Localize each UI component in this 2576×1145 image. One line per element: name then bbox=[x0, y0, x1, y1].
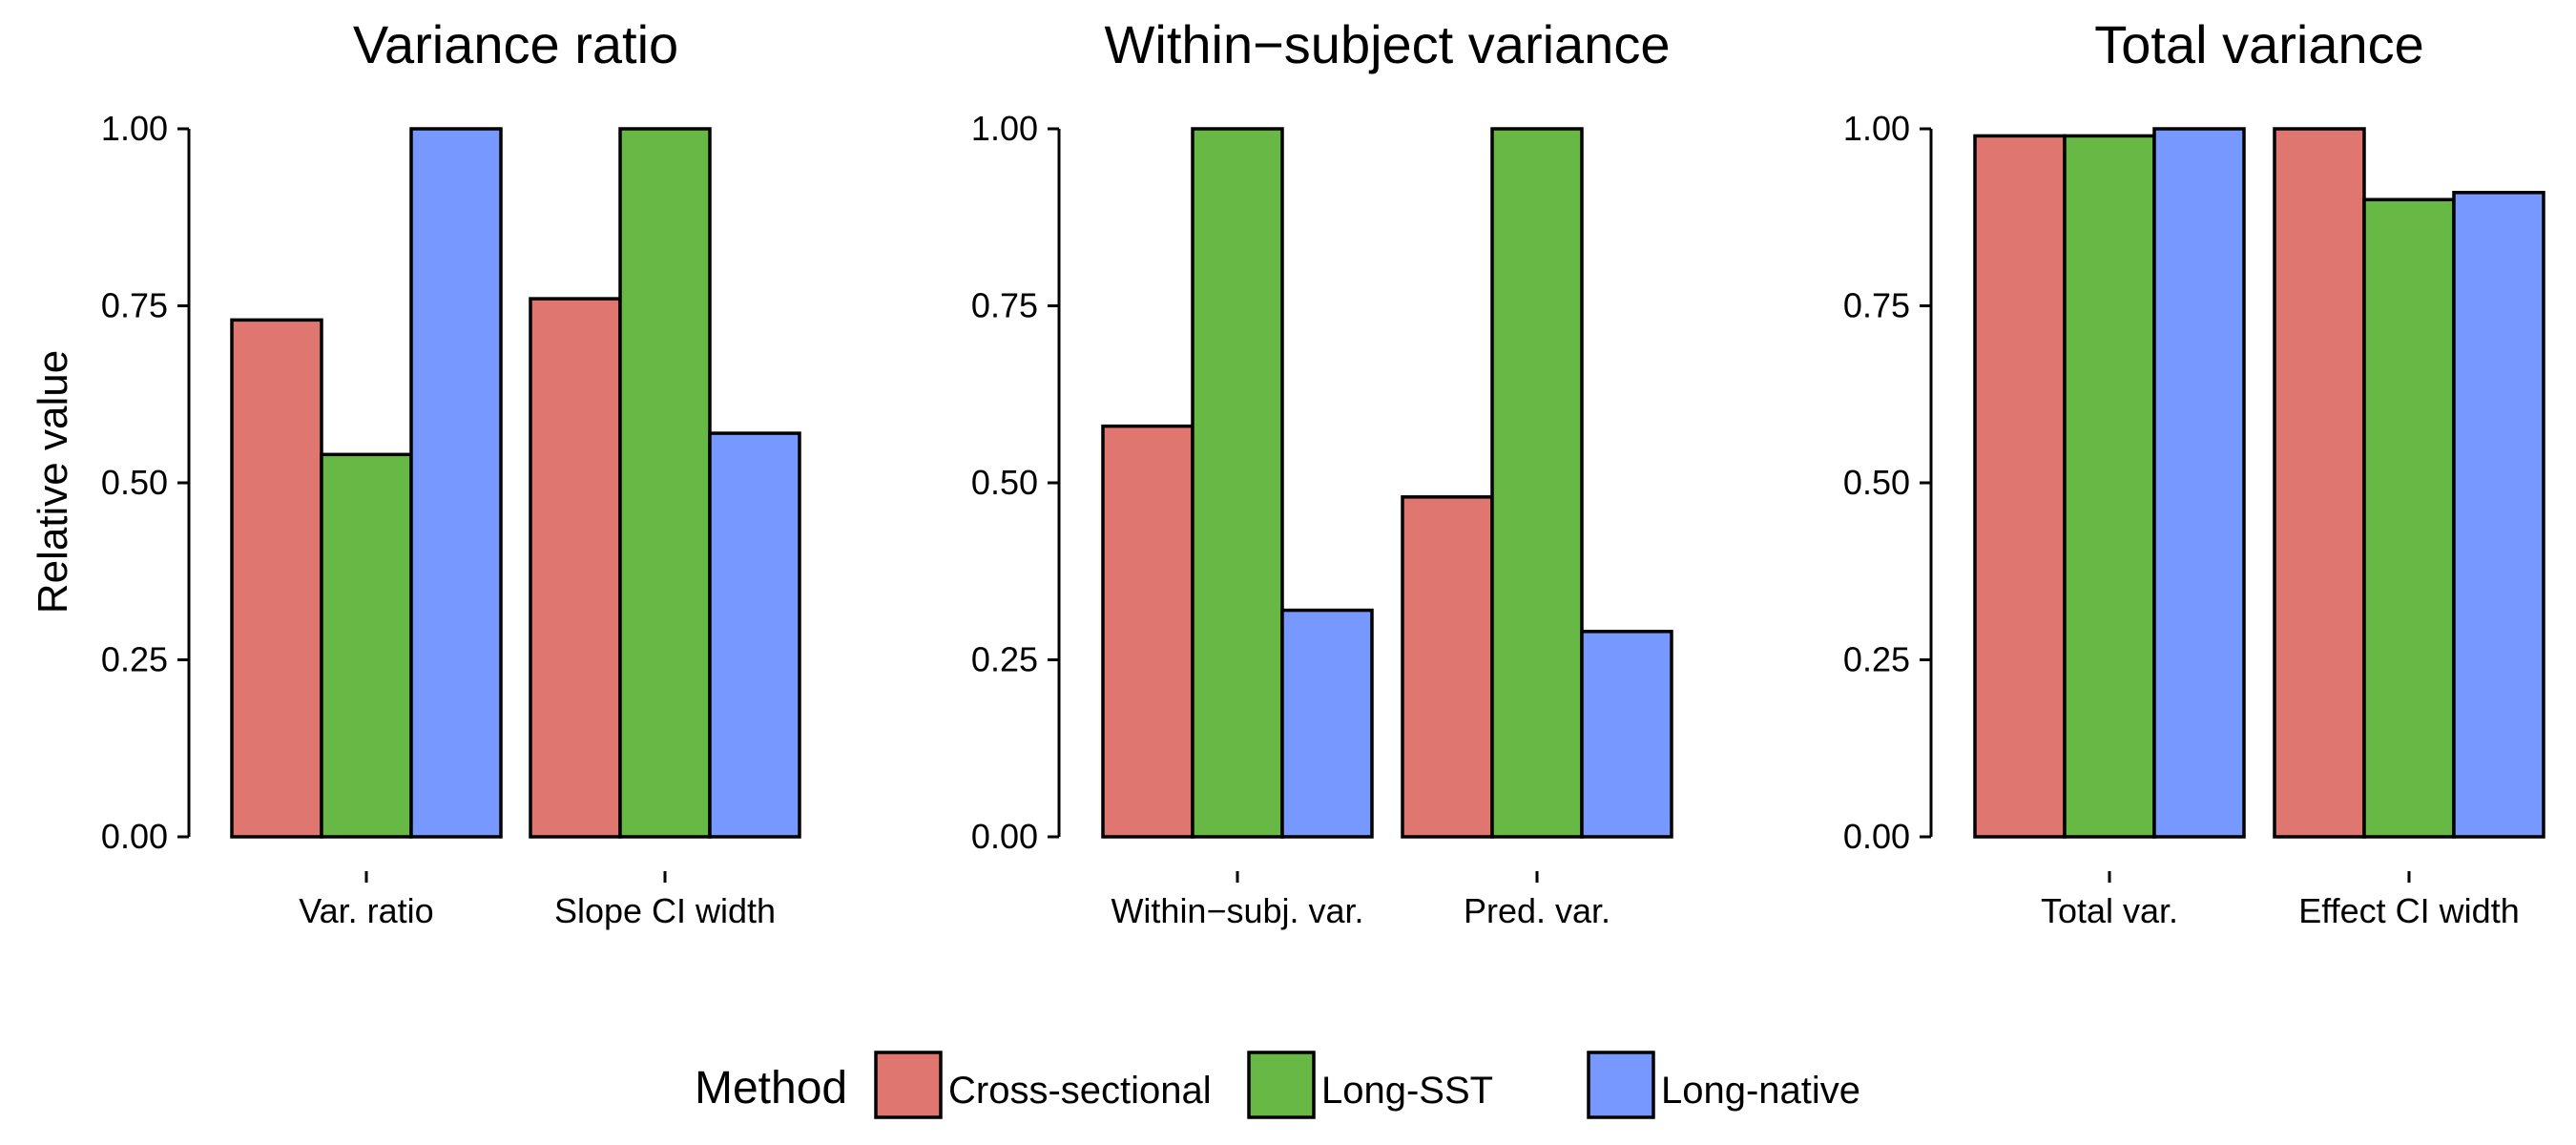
panel-title: Variance ratio bbox=[353, 14, 678, 74]
bar-cross-sectional bbox=[2273, 127, 2366, 839]
y-tick-label: 0.50 bbox=[1843, 463, 1910, 502]
legend-swatch bbox=[1587, 1051, 1655, 1119]
y-tick-label: 0.75 bbox=[971, 286, 1038, 325]
bar-cross-sectional bbox=[529, 297, 622, 839]
panel-2: Within−subject variance 0.00 0.25 0.50 0.75 1… bbox=[971, 14, 1673, 930]
x-tick-label: Total var. bbox=[2041, 891, 2178, 930]
bar-long-native bbox=[1280, 608, 1374, 839]
bar-long-sst bbox=[2362, 198, 2456, 839]
y-tick-label: 0.75 bbox=[101, 286, 168, 325]
y-tick-label: 0.00 bbox=[971, 817, 1038, 856]
y-tick-label: 0.75 bbox=[1843, 286, 1910, 325]
y-axis-label: Relative value bbox=[30, 350, 76, 614]
legend-swatch bbox=[874, 1051, 943, 1119]
legend-title: Method bbox=[695, 1063, 847, 1114]
legend-label: Cross-sectional bbox=[948, 1070, 1212, 1112]
y-tick-label: 0.25 bbox=[101, 640, 168, 679]
legend-item: Long-native bbox=[1587, 1051, 1860, 1119]
bar-long-sst bbox=[1490, 127, 1584, 839]
legend-swatch bbox=[1247, 1051, 1316, 1119]
x-tick-label: Pred. var. bbox=[1464, 891, 1610, 930]
y-tick-label: 0.00 bbox=[1843, 817, 1910, 856]
legend: Method Cross-sectional Long-SST Long-nativ… bbox=[695, 1051, 1860, 1119]
bar-long-native bbox=[409, 127, 503, 839]
panel-title: Within−subject variance bbox=[1105, 14, 1671, 74]
x-tick-label: Effect CI width bbox=[2298, 891, 2519, 930]
bar-long-native bbox=[1580, 630, 1673, 839]
bar-long-sst bbox=[320, 452, 413, 839]
bar-long-native bbox=[708, 431, 801, 839]
x-tick-label: Var. ratio bbox=[299, 891, 433, 930]
y-tick-label: 0.00 bbox=[101, 817, 168, 856]
bar-long-native bbox=[2152, 127, 2246, 839]
y-tick-label: 1.00 bbox=[971, 109, 1038, 148]
legend-item: Long-SST bbox=[1247, 1051, 1493, 1119]
x-tick-label: Slope CI width bbox=[554, 891, 776, 930]
y-tick-label: 1.00 bbox=[1843, 109, 1910, 148]
bar-long-native bbox=[2452, 191, 2545, 839]
panel-3: Total variance 0.00 0.25 0.50 0.75 1.00 Total … bbox=[1843, 14, 2545, 930]
bar-long-sst bbox=[618, 127, 712, 839]
panel-title: Total variance bbox=[2094, 14, 2424, 74]
legend-label: Long-native bbox=[1661, 1070, 1860, 1112]
bar-cross-sectional bbox=[230, 318, 323, 839]
legend-label: Long-SST bbox=[1321, 1070, 1493, 1112]
y-tick-label: 0.50 bbox=[101, 463, 168, 502]
y-tick-label: 0.25 bbox=[1843, 640, 1910, 679]
panel-1: Variance ratio 0.00 0.25 0.50 0.75 1.00 Var. r… bbox=[101, 14, 801, 930]
bar-cross-sectional bbox=[1101, 424, 1195, 839]
x-tick-label: Within−subj. var. bbox=[1111, 891, 1363, 930]
y-tick-label: 0.50 bbox=[971, 463, 1038, 502]
bar-cross-sectional bbox=[1973, 134, 2067, 839]
chart-panels: Variance ratio 0.00 0.25 0.50 0.75 1.00 Var. r… bbox=[101, 14, 2545, 930]
bar-cross-sectional bbox=[1401, 495, 1494, 839]
y-tick-label: 0.25 bbox=[971, 640, 1038, 679]
legend-item: Cross-sectional bbox=[874, 1051, 1212, 1119]
bar-long-sst bbox=[1191, 127, 1284, 839]
bar-long-sst bbox=[2063, 134, 2156, 839]
y-tick-label: 1.00 bbox=[101, 109, 168, 148]
